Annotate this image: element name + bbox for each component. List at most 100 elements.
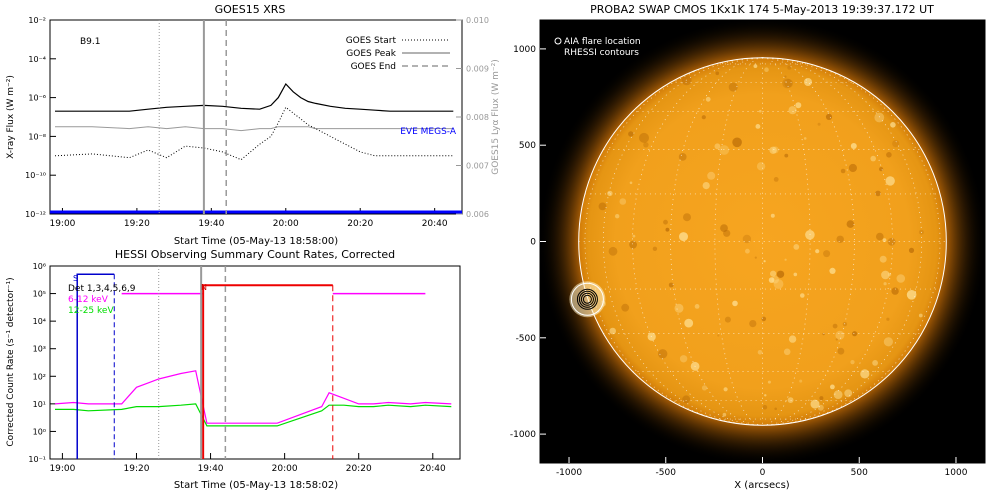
goes-title: GOES15 XRS bbox=[215, 3, 286, 16]
goes-x-tick-label: 19:40 bbox=[198, 219, 224, 229]
swap-surface-feature bbox=[702, 182, 710, 190]
swap-surface-feature bbox=[784, 75, 787, 78]
swap-surface-feature bbox=[886, 152, 892, 158]
swap-surface-feature bbox=[770, 213, 775, 218]
goes-y2label: GOES15 Lyα Flux (W m⁻²) bbox=[491, 59, 501, 175]
swap-rhessi-contour bbox=[578, 290, 596, 308]
swap-surface-feature bbox=[836, 235, 844, 243]
swap-legend-aia: AIA flare location bbox=[564, 37, 641, 47]
swap-surface-feature bbox=[890, 122, 896, 128]
swap-surface-feature bbox=[799, 379, 803, 383]
swap-x-tick-label: 1000 bbox=[945, 468, 968, 478]
swap-surface-feature bbox=[663, 219, 668, 225]
swap-surface-feature bbox=[723, 387, 728, 392]
swap-surface-feature bbox=[682, 395, 691, 404]
goes-eve-label: EVE MEGS-A bbox=[400, 127, 457, 137]
hessi-x-tick-label: 20:20 bbox=[346, 464, 372, 474]
swap-surface-feature bbox=[763, 260, 766, 263]
swap-surface-feature bbox=[892, 140, 900, 148]
swap-surface-feature bbox=[908, 247, 915, 253]
swap-y-ticks: 1000 500 0 -500 -1000 bbox=[510, 45, 546, 440]
swap-surface-feature bbox=[891, 287, 899, 295]
swap-surface-feature bbox=[883, 282, 887, 286]
swap-surface-feature bbox=[681, 75, 692, 86]
swap-surface-feature bbox=[879, 167, 884, 172]
swap-longitude-line bbox=[762, 57, 855, 426]
hessi-x-tick-label: 20:40 bbox=[420, 464, 446, 474]
swap-surface-feature bbox=[753, 64, 758, 68]
goes-x-tick-label: 20:40 bbox=[422, 219, 448, 229]
swap-surface-feature bbox=[817, 404, 824, 411]
swap-surface-feature bbox=[837, 347, 845, 355]
hessi-y-tick-label: 10⁰ bbox=[33, 427, 46, 436]
swap-surface-feature bbox=[788, 335, 797, 343]
hessi-x-tick-label: 20:00 bbox=[272, 464, 298, 474]
goes-plot-frame bbox=[49, 19, 463, 215]
swap-surface-feature bbox=[784, 153, 789, 158]
swap-surface-feature bbox=[832, 323, 838, 329]
swap-surface-feature bbox=[745, 248, 750, 254]
swap-surface-feature bbox=[722, 412, 727, 417]
swap-surface-feature bbox=[652, 246, 658, 251]
goes-ylabel: X-ray Flux (W m⁻²) bbox=[6, 75, 16, 159]
swap-surface-feature bbox=[835, 338, 838, 341]
hessi-12-25-series bbox=[55, 403, 452, 427]
swap-surface-feature bbox=[795, 102, 802, 109]
swap-surface-feature bbox=[918, 313, 923, 318]
swap-surface-feature bbox=[803, 137, 807, 140]
swap-surface-feature bbox=[774, 407, 777, 411]
swap-x-tick-label: -1000 bbox=[556, 468, 582, 478]
swap-x-tick-label: -500 bbox=[656, 468, 677, 478]
swap-surface-feature bbox=[860, 369, 870, 379]
hessi-y-tick-label: 10⁻¹ bbox=[28, 455, 46, 464]
swap-surface-feature bbox=[674, 303, 684, 313]
swap-legend-rhessi: RHESSI contours bbox=[564, 48, 639, 58]
swap-y-tick-label: 0 bbox=[530, 238, 536, 248]
hessi-y-tick-label: 10¹ bbox=[33, 400, 46, 409]
swap-surface-feature bbox=[759, 109, 762, 113]
swap-surface-feature bbox=[879, 255, 887, 263]
hessi-x-tick-label: 19:00 bbox=[49, 464, 75, 474]
hessi-flag-s: S bbox=[73, 274, 78, 283]
swap-flare-marker bbox=[569, 281, 606, 318]
swap-surface-feature bbox=[757, 350, 763, 355]
swap-surface-feature bbox=[769, 146, 777, 154]
goes-series bbox=[50, 82, 462, 214]
goes-y2-tick-label: 0.009 bbox=[466, 65, 489, 74]
hessi-night-flag bbox=[202, 284, 333, 459]
swap-surface-feature bbox=[830, 384, 835, 390]
hessi-panel: HESSI Observing Summary Count Rates, Cor… bbox=[6, 248, 461, 491]
swap-y-tick-label: -1000 bbox=[510, 430, 536, 440]
swap-surface-feature bbox=[882, 238, 887, 243]
goes-y-tick-label: 10⁻⁶ bbox=[28, 94, 46, 103]
goes-event-lines bbox=[158, 20, 227, 214]
hessi-legend-high: 12-25 keV bbox=[68, 306, 114, 316]
hessi-6-12-series bbox=[54, 370, 452, 424]
swap-x-ticks: -1000 -500 0 500 1000 bbox=[556, 457, 968, 478]
swap-surface-feature bbox=[621, 303, 630, 312]
swap-surface-feature bbox=[819, 396, 824, 401]
swap-surface-feature bbox=[817, 122, 821, 126]
swap-surface-feature bbox=[629, 181, 633, 185]
goes-y2-tick-label: 0.006 bbox=[466, 210, 489, 219]
swap-surface-feature bbox=[896, 274, 906, 283]
swap-rhessi-contour bbox=[582, 294, 592, 304]
swap-surface-feature bbox=[885, 176, 895, 186]
swap-surface-feature bbox=[714, 143, 721, 150]
swap-surface-feature bbox=[762, 405, 768, 410]
swap-surface-feature bbox=[887, 237, 896, 246]
swap-surface-feature bbox=[881, 270, 890, 280]
swap-surface-feature bbox=[850, 360, 855, 365]
swap-x-tick-label: 500 bbox=[851, 468, 868, 478]
swap-title: PROBA2 SWAP CMOS 1Kx1K 174 5-May-2013 19… bbox=[590, 3, 934, 16]
swap-surface-feature bbox=[840, 168, 846, 174]
swap-surface-feature bbox=[761, 316, 767, 322]
swap-surface-feature bbox=[683, 213, 691, 222]
swap-surface-feature bbox=[756, 162, 766, 171]
goes-lya-series bbox=[55, 126, 454, 132]
swap-surface-feature bbox=[749, 320, 757, 328]
hessi-legend: Det 1,3,4,5,6,9 6-12 keV 12-25 keV bbox=[68, 284, 136, 316]
swap-surface-feature bbox=[694, 304, 700, 309]
swap-surface-feature bbox=[773, 177, 779, 182]
